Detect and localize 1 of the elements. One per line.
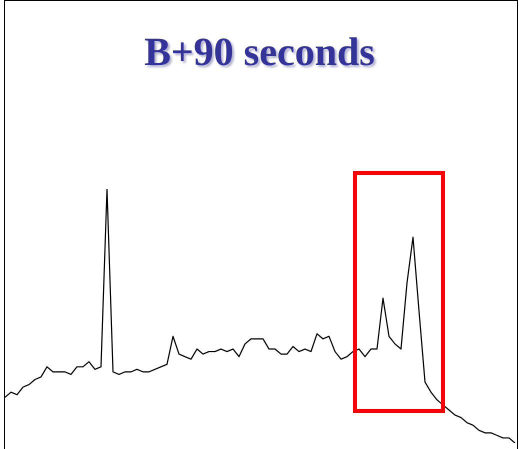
chart-title: B+90 seconds — [143, 28, 376, 75]
